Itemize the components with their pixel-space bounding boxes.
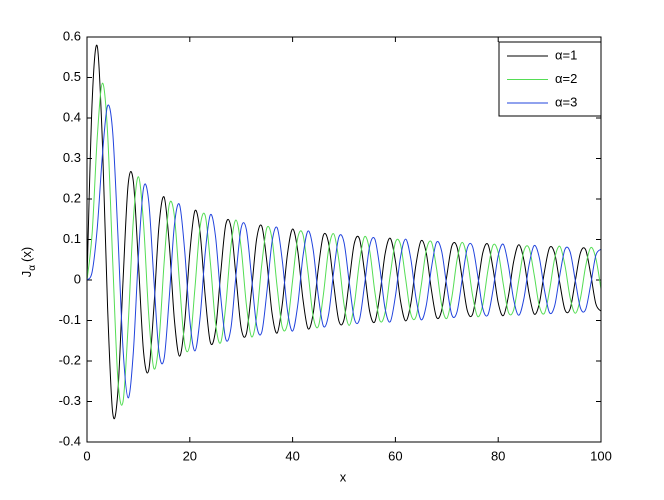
y-tick-label: -0.3 <box>59 393 81 408</box>
y-axis-label-sub: α <box>27 265 38 271</box>
axes-box <box>86 36 602 443</box>
x-tick-label: 100 <box>590 448 612 463</box>
legend-label: α=2 <box>555 71 577 86</box>
x-axis-label: x <box>340 469 347 484</box>
x-tick-label: 0 <box>83 448 90 463</box>
y-tick-label: 0.3 <box>63 150 81 165</box>
y-tick-label: -0.4 <box>59 433 81 448</box>
y-tick-label: 0 <box>74 271 81 286</box>
y-axis-label-rest: (x) <box>19 247 34 262</box>
y-tick-label: 0.6 <box>63 28 81 43</box>
y-tick-label: -0.1 <box>59 312 81 327</box>
y-tick-label: -0.2 <box>59 352 81 367</box>
series-line <box>87 82 601 406</box>
y-tick-label: 0.2 <box>63 190 81 205</box>
legend-label: α=3 <box>555 94 577 109</box>
y-tick-label: 0.1 <box>63 231 81 246</box>
y-tick-label: 0.5 <box>63 69 81 84</box>
y-axis-label: Jα (x) <box>19 247 37 277</box>
legend-label: α=1 <box>555 47 577 62</box>
x-tick-label: 20 <box>183 448 197 463</box>
x-tick-label: 40 <box>285 448 299 463</box>
series-line <box>87 104 601 399</box>
x-tick-label: 80 <box>491 448 505 463</box>
legend-box <box>498 41 602 117</box>
plot-area <box>87 44 601 420</box>
series-line <box>87 44 601 420</box>
y-axis-label-base: J <box>19 271 34 278</box>
x-tick-label: 60 <box>388 448 402 463</box>
y-tick-label: 0.4 <box>63 109 81 124</box>
